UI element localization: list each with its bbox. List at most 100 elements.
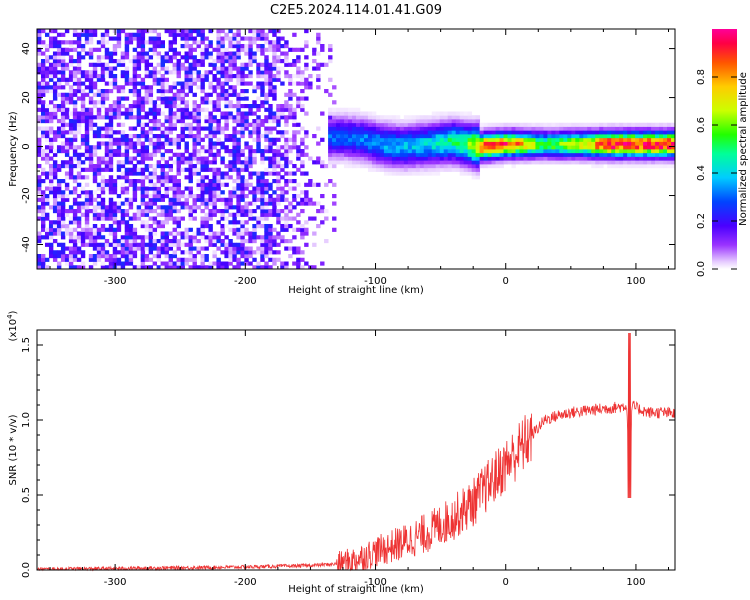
heatmap-cell	[224, 70, 229, 75]
heatmap-cell	[224, 197, 229, 202]
heatmap-cell	[459, 130, 465, 135]
heatmap-cell	[268, 149, 273, 154]
heatmap-cell	[363, 160, 369, 165]
heatmap-cell	[387, 137, 393, 142]
heatmap-cell	[192, 59, 197, 64]
heatmap-cell	[116, 96, 122, 101]
heatmap-cell	[507, 141, 512, 146]
heatmap-cell	[252, 216, 257, 221]
heatmap-cell	[220, 59, 225, 64]
heatmap-cell	[407, 141, 413, 146]
heatmap-cell	[280, 130, 285, 135]
heatmap-cell	[48, 44, 54, 49]
heatmap-cell	[272, 212, 277, 217]
heatmap-cell	[435, 141, 441, 146]
heatmap-cell	[60, 254, 66, 259]
heatmap-cell	[659, 130, 664, 135]
heatmap-cell	[471, 122, 477, 127]
heatmap-cell	[156, 107, 162, 112]
heatmap-cells	[37, 29, 676, 270]
heatmap-cell	[551, 149, 556, 154]
heatmap-cell	[292, 81, 297, 86]
heatmap-cell	[152, 47, 158, 52]
heatmap-cell	[120, 85, 126, 90]
heatmap-cell	[37, 89, 42, 94]
heatmap-cell	[40, 74, 46, 79]
heatmap-cell	[248, 261, 253, 266]
heatmap-cell	[224, 134, 229, 139]
heatmap-cell	[144, 156, 150, 161]
heatmap-cell	[160, 246, 165, 251]
heatmap-cell	[232, 44, 237, 49]
heatmap-cell	[619, 126, 624, 131]
heatmap-cell	[240, 115, 245, 120]
heatmap-cell	[112, 152, 118, 157]
heatmap-cell	[56, 194, 62, 199]
heatmap-cell	[411, 164, 417, 169]
heatmap-cell	[92, 235, 98, 240]
heatmap-cell	[188, 227, 193, 232]
heatmap-cell	[160, 209, 165, 214]
heatmap-cell	[475, 167, 481, 172]
heatmap-cell	[236, 265, 241, 270]
heatmap-cell	[152, 134, 158, 139]
heatmap-cell	[72, 145, 78, 150]
heatmap-cell	[76, 216, 82, 221]
heatmap-cell	[224, 32, 229, 37]
heatmap-cell	[459, 119, 465, 124]
heatmap-cell	[415, 137, 421, 142]
heatmap-cell	[168, 246, 173, 251]
heatmap-cell	[204, 246, 209, 251]
heatmap-cell	[451, 145, 457, 150]
heatmap-cell	[104, 141, 110, 146]
heatmap-cell	[228, 194, 233, 199]
heatmap-cell	[240, 220, 245, 225]
heatmap-cell	[216, 171, 221, 176]
heatmap-cell	[419, 115, 425, 120]
heatmap-cell	[491, 152, 496, 157]
heatmap-cell	[52, 231, 58, 236]
heatmap-cell	[172, 32, 177, 37]
heatmap-cell	[667, 152, 672, 157]
heatmap-cell	[140, 235, 146, 240]
heatmap-cell	[124, 145, 130, 150]
heatmap-cell	[268, 130, 273, 135]
heatmap-cell	[164, 59, 169, 64]
heatmap-cell	[487, 137, 492, 142]
heatmap-cell	[463, 145, 469, 150]
heatmap-cell	[160, 59, 165, 64]
heatmap-cell	[56, 81, 62, 86]
heatmap-cell	[511, 137, 516, 142]
heatmap-cell	[328, 55, 333, 60]
heatmap-cell	[344, 111, 349, 116]
heatmap-cell	[52, 130, 58, 135]
heatmap-cell	[663, 164, 668, 169]
heatmap-cell	[667, 156, 672, 161]
heatmap-cell	[667, 149, 672, 154]
heatmap-cell	[76, 235, 82, 240]
heatmap-cell	[228, 74, 233, 79]
heatmap-cell	[84, 119, 90, 124]
heatmap-cell	[531, 122, 536, 127]
heatmap-cell	[144, 227, 150, 232]
heatmap-cell	[80, 119, 86, 124]
heatmap-cell	[92, 47, 98, 52]
heatmap-cell	[44, 47, 50, 52]
heatmap-cell	[124, 171, 130, 176]
heatmap-cell	[52, 89, 58, 94]
heatmap-cell	[567, 141, 572, 146]
heatmap-cell	[471, 134, 477, 139]
heatmap-cell	[539, 160, 544, 165]
heatmap-cell	[352, 149, 357, 154]
heatmap-cell	[44, 160, 50, 165]
heatmap-cell	[340, 152, 345, 157]
heatmap-cell	[647, 122, 652, 127]
heatmap-cell	[583, 152, 588, 157]
heatmap-cell	[240, 261, 245, 266]
heatmap-cell	[459, 134, 465, 139]
heatmap-cell	[144, 59, 150, 64]
heatmap-cell	[80, 190, 86, 195]
heatmap-cell	[200, 47, 205, 52]
heatmap-cell	[128, 32, 134, 37]
heatmap-cell	[248, 40, 253, 45]
